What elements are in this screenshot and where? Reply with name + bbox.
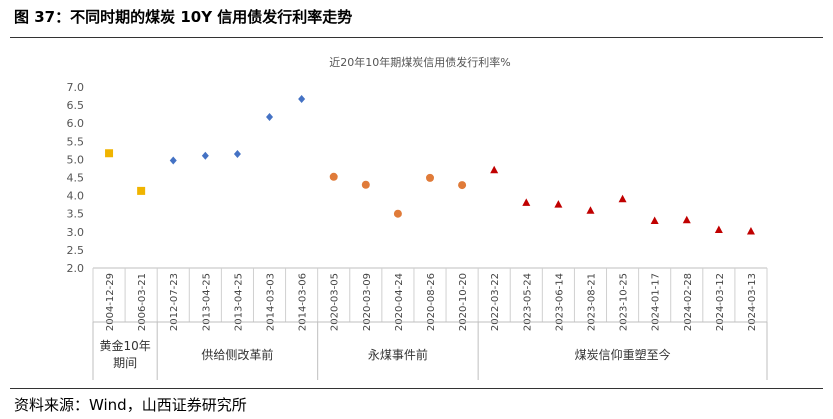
data-point [458,181,467,190]
x-tick-label: 2006-03-21 [137,273,148,331]
data-point [105,149,114,158]
data-point [714,225,723,233]
group-label: 永煤事件前 [368,347,428,362]
data-point [522,198,531,206]
data-point [137,186,146,195]
x-tick-label: 2020-03-05 [330,273,341,331]
group-label: 黄金10年期间 [99,338,150,370]
data-point [554,200,563,208]
x-tick-label: 2023-08-21 [586,273,597,331]
x-tick-label: 2024-03-12 [715,273,726,331]
x-tick-label: 2014-03-06 [298,273,309,331]
y-tick-label: 4.0 [67,190,85,203]
x-tick-label: 2022-03-22 [490,273,501,331]
x-tick-label: 2023-06-14 [554,273,565,331]
x-tick-label: 2024-02-28 [683,273,694,331]
data-point [169,156,177,165]
x-tick-label: 2013-04-25 [233,273,244,331]
data-point [586,206,595,214]
x-tick-label: 2013-04-25 [201,273,212,331]
data-point [233,149,241,158]
data-point [298,94,306,103]
x-tick-label: 2020-08-26 [426,273,437,331]
data-point [618,194,627,203]
y-tick-label: 4.5 [67,172,85,185]
x-axis: 2004-12-29 2006-03-21 2012-07-23 2013-04-25… [92,267,768,331]
x-tick-label: 2024-01-17 [651,273,662,331]
y-tick-label: 7.0 [67,81,85,94]
figure-title: 图 37：不同时期的煤炭 10Y 信用债发行利率走势 [14,8,353,26]
y-axis: 7.0 6.5 6.0 5.5 5.0 4.5 4.0 3.5 3.0 2.5 2.0 [67,81,85,275]
x-tick-label: 2024-03-13 [747,273,758,331]
data-point [746,226,755,235]
y-tick-label: 6.5 [67,99,85,112]
data-point [361,180,370,189]
y-tick-label: 2.5 [67,244,85,257]
source-note: 资料来源：Wind，山西证券研究所 [14,396,247,414]
y-tick-label: 3.0 [67,226,85,239]
x-tick-label: 2020-04-24 [394,273,405,331]
x-tick-label: 2012-07-23 [169,273,180,331]
top-rule [10,37,823,38]
x-tick-label: 2023-05-24 [522,273,533,331]
data-point [650,216,659,224]
x-tick-label: 2020-10-20 [458,273,469,331]
x-tick-label: 2023-10-25 [619,273,630,331]
data-point [201,151,209,160]
x-tick-label: 2004-12-29 [105,273,116,331]
data-point [426,173,434,182]
y-tick-label: 5.5 [67,135,85,148]
chart-title: 近20年10年期煤炭信用债发行利率% [329,55,510,69]
data-point [266,113,274,122]
period-groups: 黄金10年期间 供给侧改革前 永煤事件前 煤炭信仰重塑至今 [92,321,768,380]
data-point [329,172,338,181]
group-label: 供给侧改革前 [201,347,273,362]
y-tick-label: 3.5 [67,208,85,221]
x-tick-label: 2020-03-09 [362,273,373,331]
group-label: 煤炭信仰重塑至今 [575,347,671,362]
bottom-rule [10,388,823,389]
data-point [682,215,691,224]
y-tick-label: 5.0 [67,153,85,166]
x-tick-label: 2014-03-03 [266,273,277,331]
y-tick-label: 6.0 [67,117,85,130]
data-points [105,94,755,235]
data-point [393,209,402,218]
data-point [490,165,499,174]
y-tick-label: 2.0 [67,262,85,275]
